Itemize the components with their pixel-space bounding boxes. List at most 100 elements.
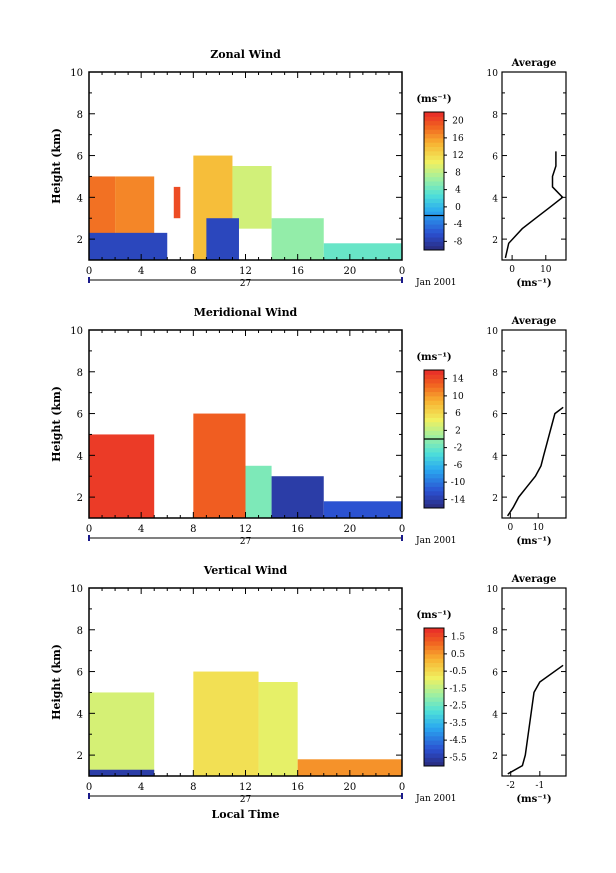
average-x-label: (ms⁻¹): [516, 794, 551, 805]
average-y-tick-label: 6: [492, 411, 498, 421]
average-title: Average: [511, 574, 557, 585]
colorbar-tick-label: 20: [452, 117, 464, 127]
colorbar-swatch: [424, 215, 444, 221]
colorbar-tick-label: 1.5: [451, 633, 466, 643]
date-day-label: 27: [240, 795, 252, 805]
colorbar-tick-label: 2: [455, 426, 461, 436]
colorbar-swatch: [424, 688, 444, 694]
average-y-tick-label: 8: [492, 111, 498, 121]
colorbar-swatch: [424, 421, 444, 427]
colorbar-swatch: [424, 473, 444, 479]
colorbar: 14 10 6 2 -2 -6 -10 -14 (ms⁻¹): [416, 352, 466, 509]
average-title: Average: [511, 58, 557, 69]
y-tick-label: 10: [70, 68, 83, 79]
colorbar-tick-label: 16: [452, 134, 464, 144]
y-tick-label: 10: [70, 584, 83, 595]
y-tick-label: 8: [77, 110, 83, 121]
colorbar-swatch: [424, 176, 444, 182]
average-x-tick-label: 0: [509, 265, 515, 275]
colorbar-swatch: [424, 198, 444, 204]
x-tick-label: 4: [138, 782, 144, 793]
colorbar-swatch: [424, 705, 444, 711]
colorbar-tick-label: 12: [452, 151, 463, 161]
colorbar-swatch: [424, 684, 444, 689]
colorbar-swatch: [424, 370, 444, 375]
colorbar-tick-label: 0.5: [451, 650, 466, 660]
colorbar-tick-label: -2: [454, 444, 463, 454]
average-profile-line: [506, 406, 564, 517]
colorbar-swatch: [424, 241, 444, 247]
x-tick-label: 12: [239, 782, 252, 793]
colorbar-frame: [423, 111, 445, 251]
y-tick-label: 2: [77, 751, 83, 762]
average-frame: [501, 587, 567, 777]
date-label: Jan 2001: [415, 536, 457, 546]
panel-title: Zonal Wind: [210, 48, 281, 61]
colorbar-swatch: [424, 697, 444, 702]
heatmap-region: [193, 671, 259, 776]
colorbar-swatch: [424, 645, 444, 651]
y-tick-label: 4: [77, 709, 83, 720]
x-tick-label: 4: [138, 266, 144, 277]
average-y-tick-label: 8: [492, 369, 498, 379]
colorbar-swatch: [424, 731, 444, 737]
x-tick-label: 0: [86, 782, 92, 793]
heatmap-region: [206, 218, 239, 260]
colorbar-swatch: [424, 219, 444, 225]
average-x-tick-label: -2: [506, 781, 515, 791]
colorbar-swatch: [424, 447, 444, 453]
y-tick-label: 8: [77, 626, 83, 637]
colorbar-swatch: [424, 722, 444, 728]
average-x-tick-label: 10: [540, 265, 552, 275]
average-y-tick-label: 4: [492, 452, 498, 462]
y-tick-label: 4: [77, 193, 83, 204]
colorbar-swatch: [424, 129, 444, 135]
colorbar-swatch: [424, 477, 444, 483]
colorbar-swatch: [424, 232, 444, 238]
average-profile-line: [507, 664, 564, 775]
colorbar-swatch: [424, 382, 444, 388]
colorbar-tick-label: 14: [452, 375, 464, 385]
heatmap-region: [271, 476, 324, 518]
colorbar: 20 16 12 8 4 0 -4 -8 (ms⁻¹): [416, 94, 464, 251]
colorbar-frame: [423, 627, 445, 767]
x-tick-label: 16: [291, 782, 304, 793]
x-tick-label: 12: [239, 266, 252, 277]
colorbar-swatch: [424, 482, 444, 487]
date-label: Jan 2001: [415, 794, 457, 804]
y-axis-label: Height (km): [50, 128, 63, 204]
colorbar-swatch: [424, 181, 444, 186]
y-tick-label: 6: [77, 152, 83, 163]
colorbar-swatch: [424, 753, 444, 758]
colorbar-tick-label: -2.5: [449, 702, 467, 712]
average-x-label: (ms⁻¹): [516, 278, 551, 289]
heatmap: [89, 413, 402, 518]
heatmap-region: [297, 759, 402, 776]
heatmap: [89, 671, 402, 776]
colorbar-swatch: [424, 464, 444, 470]
y-tick-label: 2: [77, 235, 83, 246]
x-axis-label: Local Time: [212, 808, 280, 821]
colorbar-tick-label: -14: [451, 495, 466, 505]
colorbar-swatch: [424, 395, 444, 401]
heatmap-region: [173, 186, 181, 219]
colorbar-swatch: [424, 460, 444, 466]
colorbar-swatch: [424, 374, 444, 380]
colorbar-swatch: [424, 649, 444, 655]
colorbar-swatch: [424, 206, 444, 212]
colorbar-swatch: [424, 124, 444, 130]
average-profile-line: [504, 151, 564, 259]
colorbar-unit: (ms⁻¹): [416, 94, 451, 105]
panel-3: Vertical Wind 0 4 8 12 16 20 0 2 4 6 8 10 Height (km)…: [50, 564, 567, 821]
heatmap-region: [89, 434, 155, 518]
x-tick-label: 20: [343, 782, 356, 793]
colorbar-swatch: [424, 443, 444, 449]
colorbar-swatch: [424, 228, 444, 234]
colorbar-swatch: [424, 430, 444, 436]
colorbar-tick-label: -0.5: [449, 667, 467, 677]
colorbar-tick-label: -4: [454, 220, 463, 230]
x-tick-label: 8: [190, 266, 196, 277]
colorbar-swatch: [424, 211, 444, 216]
colorbar-swatch: [424, 709, 444, 715]
